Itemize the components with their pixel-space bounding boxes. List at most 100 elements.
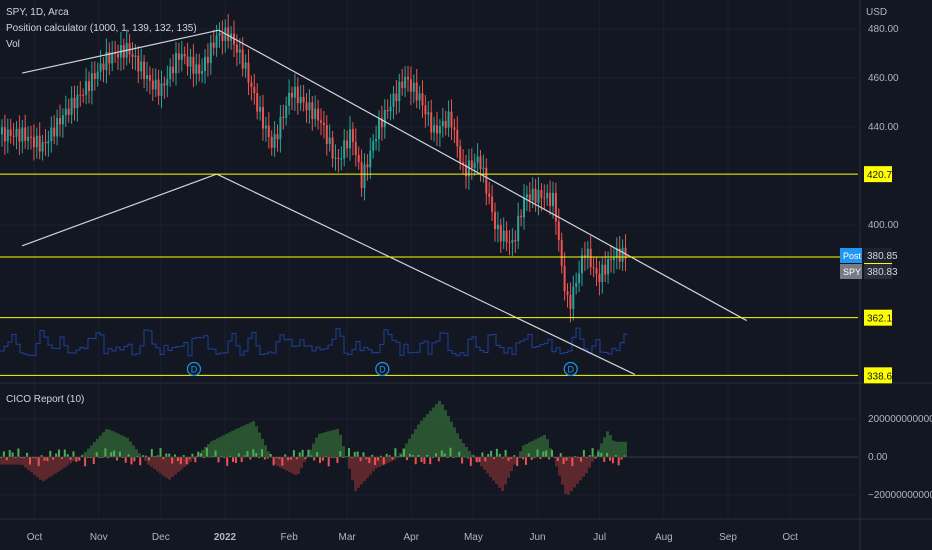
cico-area-slice <box>471 454 474 457</box>
cico-area-slice <box>279 457 282 468</box>
cico-bar <box>116 457 118 461</box>
cico-bar <box>423 457 426 464</box>
cico-area-slice <box>231 430 234 457</box>
candle-body <box>134 55 137 57</box>
cico-bar <box>348 448 350 457</box>
cico-bar <box>205 447 208 457</box>
cico-area-slice <box>285 457 288 471</box>
cico-area-slice <box>87 448 90 457</box>
candle-body <box>421 93 424 106</box>
cico-bar <box>66 454 69 457</box>
candle-body <box>534 188 537 203</box>
candle-body <box>146 75 148 79</box>
legend-volume[interactable]: Vol <box>6 39 20 50</box>
price-badge-name: Post <box>843 251 862 261</box>
cico-bar <box>359 457 362 462</box>
cico-area-slice <box>300 457 303 468</box>
candle-body <box>38 135 41 152</box>
cico-bar <box>469 457 472 466</box>
candle-body <box>537 190 540 203</box>
cico-area-slice <box>147 457 150 465</box>
candle-body <box>505 230 508 243</box>
cico-area-slice <box>0 457 3 465</box>
cico-area-slice <box>102 432 105 457</box>
candle-body <box>53 127 56 137</box>
time-axis-label: Jun <box>530 532 546 543</box>
candle-body <box>610 258 612 260</box>
cico-bar <box>559 453 562 457</box>
candle-body <box>105 51 108 70</box>
cico-area-slice <box>57 457 60 472</box>
candle-body <box>209 42 212 64</box>
cico-area-slice <box>576 457 579 484</box>
cico-area-slice <box>168 457 171 480</box>
candle-body <box>18 128 21 142</box>
cico-area-slice <box>129 441 132 457</box>
candle-body <box>44 142 47 144</box>
cico-bar <box>411 455 414 457</box>
candle-body <box>343 140 346 159</box>
cico-area-slice <box>258 432 261 457</box>
cico-bar <box>168 453 171 457</box>
cico-bar <box>301 449 304 457</box>
candle-body <box>293 86 296 98</box>
candle-body <box>401 81 404 88</box>
cico-bar <box>377 457 379 461</box>
candle-body <box>569 294 572 310</box>
legend-position-calculator[interactable]: Position calculator (1000, 1, 139, 132, … <box>6 23 197 34</box>
cico-area-slice <box>459 438 462 457</box>
cico-bar <box>356 451 359 457</box>
candle-body <box>206 56 209 64</box>
cico-area-slice <box>549 448 552 457</box>
candle-body <box>148 75 151 81</box>
cico-area-slice <box>294 457 297 476</box>
cico-area-slice <box>561 457 564 485</box>
cico-area-slice <box>216 438 219 457</box>
candle-body <box>549 192 552 206</box>
cico-bar <box>127 454 130 457</box>
cico-bar <box>142 455 145 457</box>
level-label-box <box>864 309 892 326</box>
cico-area-slice <box>303 457 306 462</box>
cico-bar <box>490 450 493 457</box>
candle-body <box>311 102 314 120</box>
cico-bar <box>261 449 263 457</box>
candle-body <box>389 106 392 112</box>
cico-bar <box>316 452 319 457</box>
candle-body <box>543 197 546 199</box>
cico-area-slice <box>6 457 9 465</box>
cico-bar <box>159 448 162 457</box>
candle-body <box>485 167 488 194</box>
cico-area-slice <box>492 457 495 481</box>
legend-symbol[interactable]: SPY, 1D, Arca <box>6 7 69 18</box>
candle-body <box>59 118 61 125</box>
cico-bar <box>255 453 258 457</box>
cico-bar <box>600 452 603 457</box>
candle-body <box>444 120 447 128</box>
cico-area-slice <box>423 417 426 457</box>
cico-axis-tick: 0.00 <box>868 452 888 463</box>
cico-bar <box>388 455 391 457</box>
candle-body <box>12 135 15 137</box>
candle-body <box>354 141 357 155</box>
cico-bar <box>40 455 43 457</box>
cico-area-slice <box>420 420 423 457</box>
candle-body <box>1 127 3 135</box>
cico-bar <box>295 457 298 460</box>
cico-area-slice <box>204 446 207 457</box>
cico-bar <box>556 457 559 462</box>
candle-body <box>380 118 383 128</box>
candle-body <box>430 112 433 133</box>
cico-bar <box>37 457 40 467</box>
cico-bar <box>281 457 284 466</box>
dividend-marker-label: D <box>379 365 386 375</box>
legend-cico-report[interactable]: CICO Report (10) <box>6 394 85 405</box>
cico-area-slice <box>558 457 561 476</box>
cico-bar <box>449 447 452 457</box>
candle-body <box>76 94 79 109</box>
candle-body <box>259 107 262 112</box>
cico-area-slice <box>246 423 249 457</box>
level-label: 338.64 <box>867 371 898 382</box>
cico-area-slice <box>261 438 264 457</box>
